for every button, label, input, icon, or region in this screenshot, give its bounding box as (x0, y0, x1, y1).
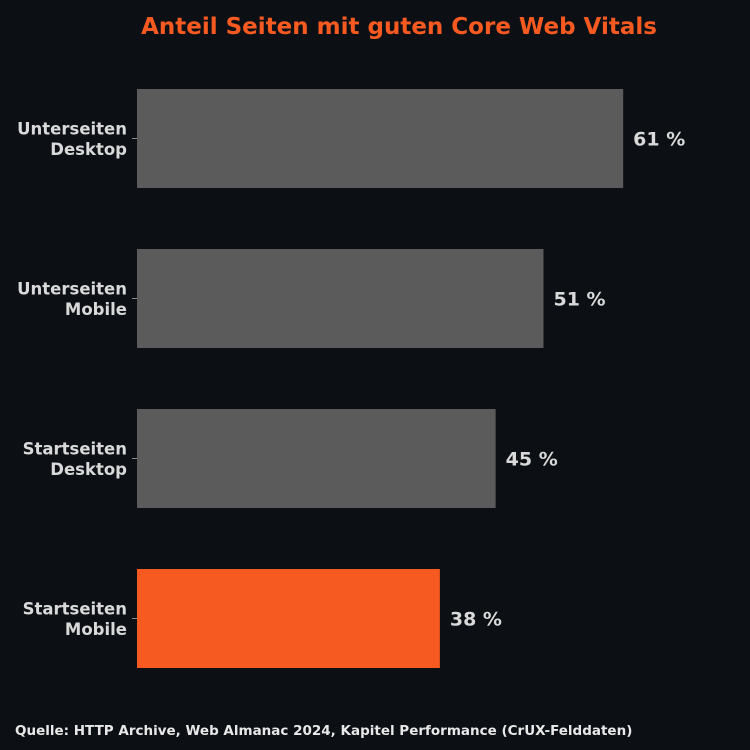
category-label-line: Desktop (50, 140, 127, 159)
value-label-2: 45 % (506, 449, 558, 471)
chart-title: Anteil Seiten mit guten Core Web Vitals (141, 14, 657, 40)
category-label-line: Mobile (65, 620, 127, 639)
category-label-2: Startseiten Desktop (23, 439, 128, 479)
value-label-1: 51 % (553, 289, 605, 311)
category-label-0: Unterseiten Desktop (17, 119, 127, 159)
value-label-0: 61 % (633, 129, 685, 151)
category-label-line: Startseiten (23, 439, 127, 458)
category-label-line: Unterseiten (17, 279, 127, 298)
bar-0 (137, 89, 624, 188)
category-label-line: Mobile (65, 300, 127, 319)
category-label-line: Startseiten (23, 599, 127, 618)
category-label-line: Unterseiten (17, 119, 127, 138)
value-label-3: 38 % (450, 609, 502, 631)
source-note: Quelle: HTTP Archive, Web Almanac 2024, … (15, 723, 632, 739)
category-label-line: Desktop (50, 460, 127, 479)
bar-1 (137, 249, 544, 348)
category-label-3: Startseiten Mobile (23, 599, 127, 639)
bar-3 (137, 569, 440, 668)
bar-2 (137, 409, 496, 508)
category-label-1: Unterseiten Mobile (17, 279, 127, 319)
bars-layer: Unterseiten Desktop 61 % Unterseiten Mobile 5… (17, 89, 685, 668)
